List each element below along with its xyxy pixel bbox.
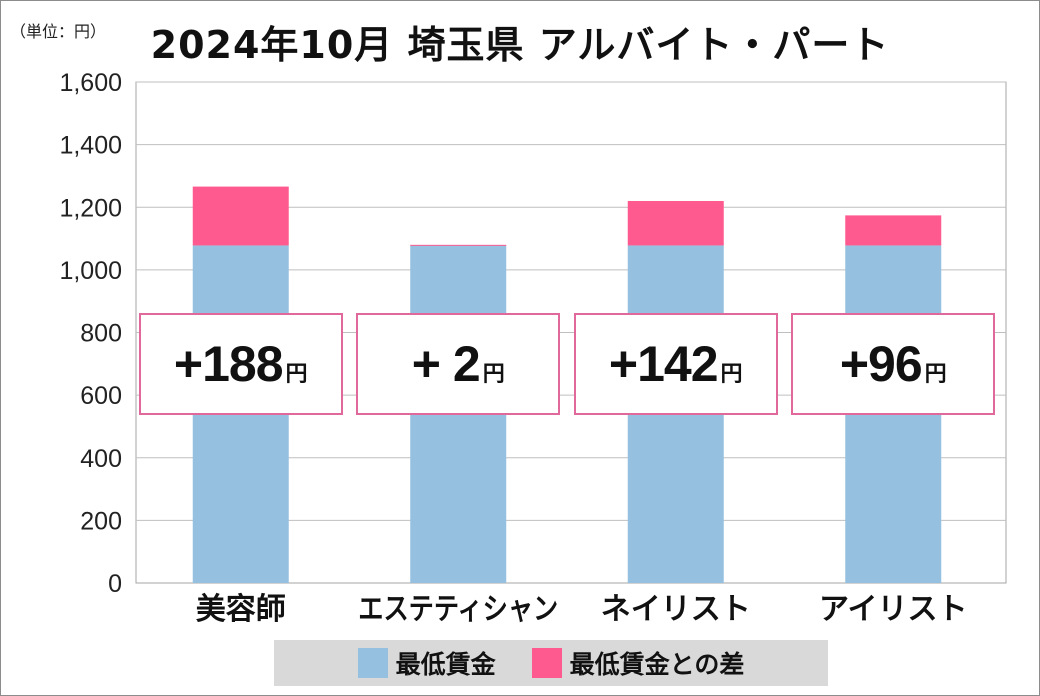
category-label: ネイリスト — [601, 592, 751, 627]
category-label: 美容師 — [196, 592, 286, 627]
y-tick-label: 0 — [108, 570, 122, 598]
difference-value: +96 — [839, 336, 923, 392]
legend-item-difference: 最低賃金との差 — [531, 645, 745, 681]
bar-difference — [845, 215, 942, 246]
legend-item-min-wage: 最低賃金 — [357, 645, 496, 681]
y-tick-label: 1,200 — [59, 194, 122, 222]
category-label: エステティシャン — [358, 592, 558, 627]
yen-unit: 円 — [720, 362, 743, 387]
y-tick-label: 200 — [80, 507, 122, 535]
bar-difference — [410, 244, 507, 246]
chart-title: 2024年10月 埼玉県 アルバイト・パート — [150, 23, 890, 67]
y-tick-label: 1,600 — [59, 69, 122, 97]
legend-swatch-difference — [531, 648, 562, 678]
legend-label-min-wage: 最低賃金 — [395, 650, 496, 679]
yen-unit: 円 — [482, 362, 505, 387]
difference-value: +142 — [608, 336, 719, 392]
unit-label: （単位：円） — [10, 22, 107, 41]
y-tick-label: 1,000 — [59, 257, 122, 285]
difference-callout: +188 円 — [138, 313, 343, 415]
difference-value: +188 — [173, 336, 284, 392]
category-label: アイリスト — [819, 592, 968, 627]
y-tick-label: 800 — [80, 320, 122, 348]
difference-callout: +96 円 — [791, 313, 996, 415]
bar-difference — [192, 186, 289, 246]
bar-difference — [627, 200, 724, 246]
yen-unit: 円 — [924, 362, 947, 387]
y-tick-label: 1,400 — [59, 132, 122, 160]
legend-label-difference: 最低賃金との差 — [569, 650, 745, 679]
difference-callout: +142 円 — [573, 313, 778, 415]
legend-swatch-min-wage — [357, 648, 388, 678]
difference-value: + 2 — [411, 336, 481, 392]
y-tick-label: 400 — [80, 445, 122, 473]
legend: 最低賃金 最低賃金との差 — [274, 640, 828, 686]
y-tick-label: 600 — [80, 382, 122, 410]
yen-unit: 円 — [285, 362, 308, 387]
